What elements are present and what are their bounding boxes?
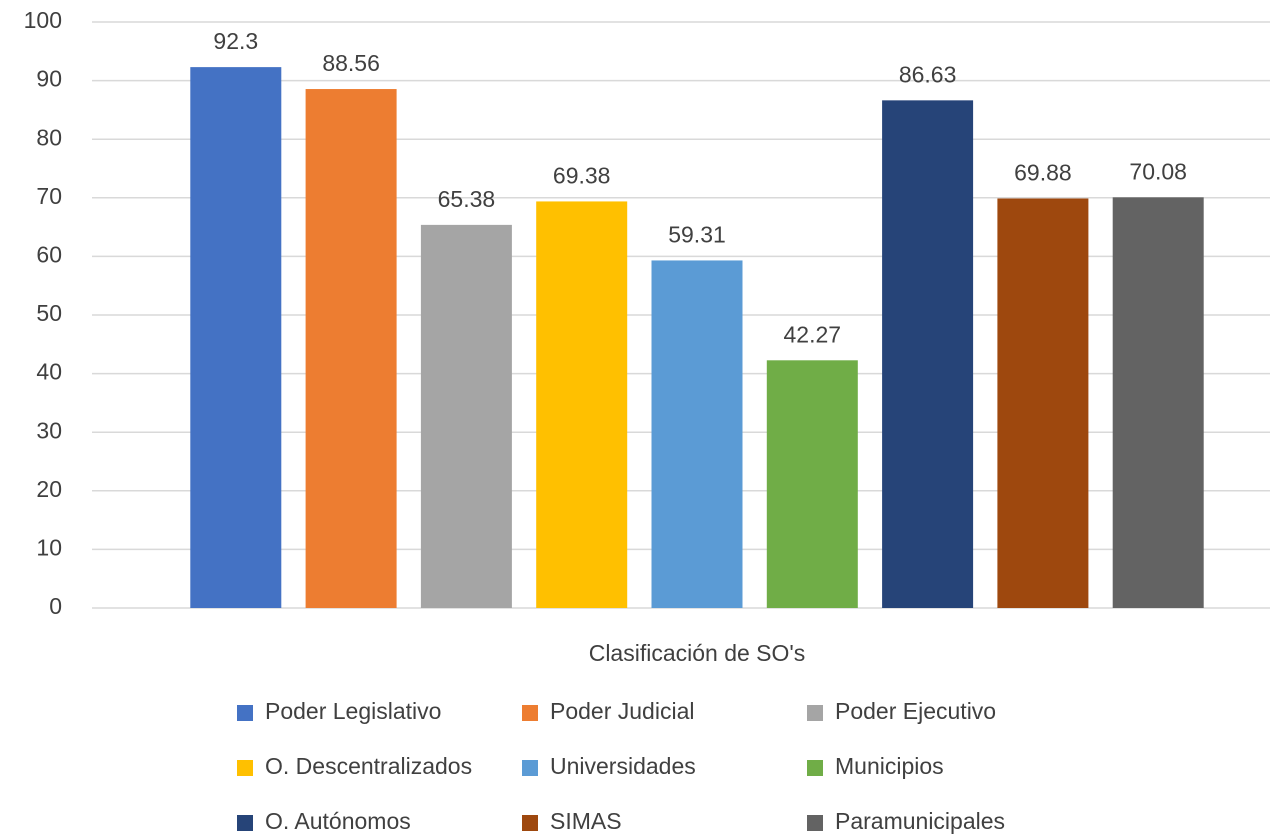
legend-swatch	[807, 705, 823, 721]
y-tick-label: 70	[36, 183, 62, 209]
value-label: 65.38	[438, 186, 496, 212]
legend-swatch	[807, 815, 823, 831]
legend-label: Paramunicipales	[835, 808, 1005, 834]
y-tick-label: 100	[24, 7, 62, 33]
bar	[882, 100, 974, 608]
legend-label: O. Autónomos	[265, 808, 411, 834]
legend-swatch	[237, 760, 253, 776]
value-label: 88.56	[322, 50, 380, 76]
value-label: 70.08	[1129, 158, 1187, 184]
legend-label: Poder Judicial	[550, 698, 694, 724]
legend-swatch	[522, 705, 538, 721]
legend-label: Municipios	[835, 753, 944, 779]
bar	[305, 89, 397, 609]
legend-swatch	[522, 760, 538, 776]
y-tick-label: 40	[36, 359, 62, 385]
value-label: 59.31	[668, 222, 726, 248]
bar	[190, 67, 282, 608]
y-tick-label: 10	[36, 534, 62, 560]
bar	[997, 198, 1089, 608]
value-label: 69.88	[1014, 160, 1072, 186]
legend-label: Universidades	[550, 753, 696, 779]
y-tick-label: 20	[36, 476, 62, 502]
legend-label: Poder Ejecutivo	[835, 698, 996, 724]
value-label: 69.38	[553, 163, 611, 189]
value-label: 42.27	[784, 321, 842, 347]
bar	[536, 201, 628, 608]
legend-label: O. Descentralizados	[265, 753, 472, 779]
bar	[766, 360, 858, 608]
legend-swatch	[807, 760, 823, 776]
value-label: 92.3	[213, 28, 258, 54]
legend-label: Poder Legislativo	[265, 698, 441, 724]
x-tick-label: Clasificación de SO's	[589, 640, 806, 666]
bar	[420, 224, 512, 608]
legend-swatch	[522, 815, 538, 831]
y-tick-label: 90	[36, 66, 62, 92]
bar	[651, 260, 743, 608]
legend-swatch	[237, 815, 253, 831]
value-label: 86.63	[899, 61, 957, 87]
y-tick-label: 0	[49, 593, 62, 619]
y-tick-label: 80	[36, 124, 62, 150]
y-tick-label: 50	[36, 300, 62, 326]
legend-label: SIMAS	[550, 808, 622, 834]
y-tick-label: 30	[36, 417, 62, 443]
legend-swatch	[237, 705, 253, 721]
bar	[1112, 197, 1204, 608]
y-tick-label: 60	[36, 241, 62, 267]
